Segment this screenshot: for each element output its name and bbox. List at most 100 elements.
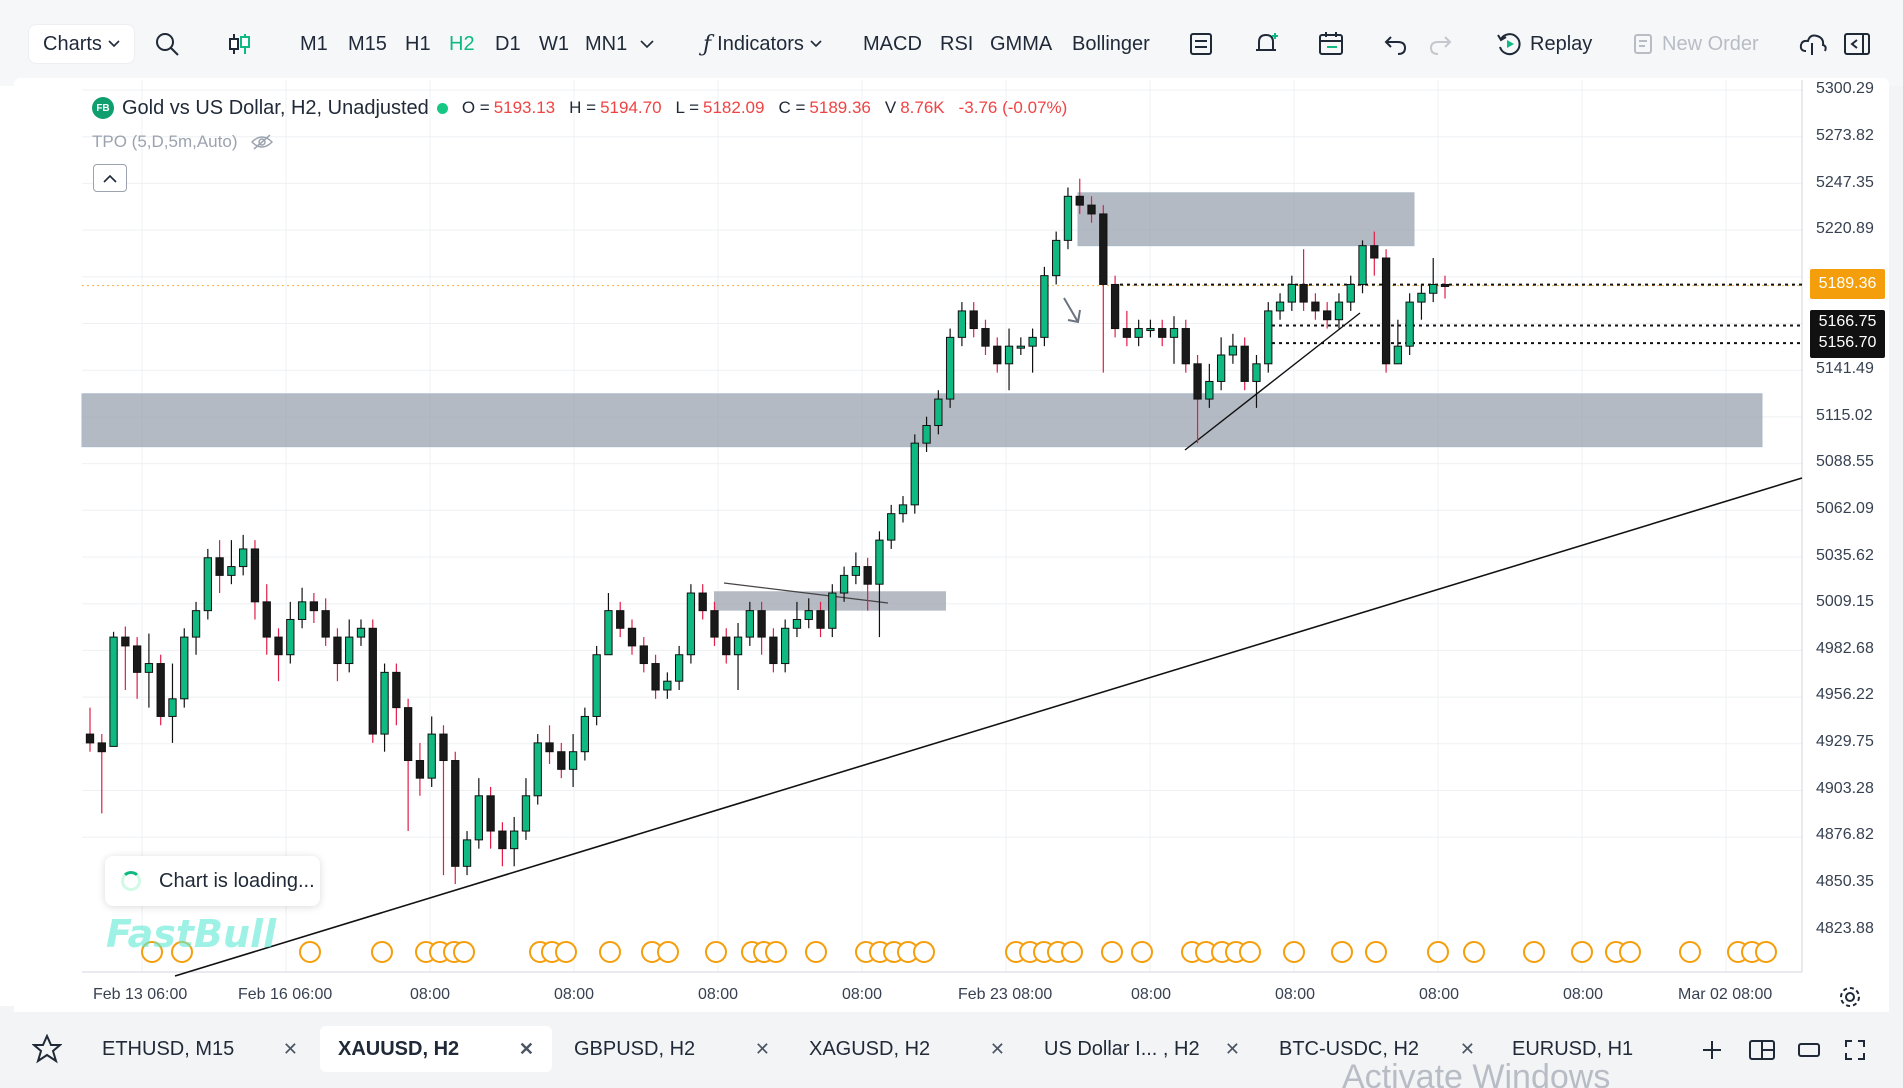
timeframe-h1[interactable]: H1 xyxy=(405,24,431,64)
symbol-tab[interactable]: XAGUSD, H2 ✕ xyxy=(791,1026,1023,1072)
time-tick: Feb 13 06:00 xyxy=(93,986,188,1003)
close-tab-icon[interactable]: ✕ xyxy=(989,1038,1005,1059)
layout-button[interactable] xyxy=(1748,1038,1776,1067)
candle-body xyxy=(698,592,707,612)
close-tab-icon[interactable]: ✕ xyxy=(282,1038,298,1059)
candle-body xyxy=(1146,328,1155,332)
cloud-sync-button[interactable] xyxy=(1798,24,1828,64)
charts-menu-button[interactable]: Charts xyxy=(28,24,135,64)
symbol-title[interactable]: Gold vs US Dollar, H2, Unadjusted xyxy=(122,96,429,119)
timeframe-d1[interactable]: D1 xyxy=(495,24,521,64)
timeframe-mn1[interactable]: MN1 xyxy=(585,24,627,64)
symbol-tab[interactable]: ETHUSD, M15 ✕ xyxy=(84,1026,316,1072)
redo-button[interactable] xyxy=(1427,24,1453,64)
close-tab-icon[interactable]: ✕ xyxy=(1459,1038,1475,1059)
candle-body xyxy=(121,636,130,647)
candle-body xyxy=(403,707,413,762)
candle-body xyxy=(109,636,118,747)
candle-body xyxy=(1193,363,1202,400)
symbol-tab[interactable]: BTC-USDC, H2 ✕ xyxy=(1261,1026,1493,1072)
indicator-macd-button[interactable]: MACD xyxy=(863,24,922,64)
level-badge: 5156.70 xyxy=(1810,328,1885,358)
candle-body xyxy=(722,636,731,656)
replay-button[interactable]: Replay xyxy=(1496,24,1592,64)
candle-body xyxy=(203,557,212,612)
candle-body xyxy=(1429,283,1438,294)
timeframe-w1[interactable]: W1 xyxy=(539,24,569,64)
price-tick: 5273.82 xyxy=(1816,127,1874,144)
chart-type-button[interactable] xyxy=(226,24,252,64)
symbol-tab-active[interactable]: XAUUSD, H2 ✕ xyxy=(320,1026,552,1072)
candle-body xyxy=(851,566,861,576)
time-tick: Feb 23 08:00 xyxy=(958,986,1053,1003)
template-icon xyxy=(1188,31,1214,57)
candle-body xyxy=(969,310,978,330)
candle-body xyxy=(1287,283,1296,303)
window-button[interactable] xyxy=(1796,1038,1822,1067)
undo-button[interactable] xyxy=(1383,24,1409,64)
candle-body xyxy=(368,627,377,735)
tab-label: BTC-USDC, H2 xyxy=(1279,1037,1420,1060)
alert-button[interactable] xyxy=(1253,24,1281,64)
calendar-button[interactable] xyxy=(1317,24,1345,64)
favorites-button[interactable] xyxy=(32,1034,62,1069)
candle-body xyxy=(1311,301,1320,312)
timeframe-m15[interactable]: M15 xyxy=(348,24,387,64)
timeframe-h2[interactable]: H2 xyxy=(449,24,475,64)
candle-body xyxy=(1346,283,1355,303)
candle-body xyxy=(392,671,401,709)
indicators-button[interactable]: ƒ Indicators xyxy=(703,24,822,64)
candle-body xyxy=(321,610,330,638)
candle-body xyxy=(191,610,201,638)
price-tick: 5115.02 xyxy=(1816,407,1873,424)
chart-legend: FB Gold vs US Dollar, H2, Unadjusted O =… xyxy=(92,96,1081,120)
panel-toggle-button[interactable] xyxy=(1843,24,1871,64)
chart-settings-button[interactable] xyxy=(1838,985,1862,1009)
event-marker-icon xyxy=(1283,941,1305,963)
indicator-rsi-button[interactable]: RSI xyxy=(940,24,973,64)
candle-body xyxy=(934,398,943,427)
symbol-tab[interactable]: EURUSD, H1 xyxy=(1494,1026,1694,1072)
timeframe-m1[interactable]: M1 xyxy=(300,24,328,64)
timeframe-more-button[interactable] xyxy=(640,24,654,64)
candle-body xyxy=(462,839,472,867)
templates-button[interactable] xyxy=(1188,24,1214,64)
candle-body xyxy=(533,742,542,797)
tpo-indicator-label[interactable]: TPO (5,D,5m,Auto) xyxy=(92,132,274,152)
eye-off-icon[interactable] xyxy=(251,134,274,150)
add-tab-button[interactable] xyxy=(1700,1038,1724,1067)
indicator-gmma-button[interactable]: GMMA xyxy=(990,24,1052,64)
search-button[interactable] xyxy=(154,24,180,64)
candle-body xyxy=(1440,283,1450,287)
candle-body xyxy=(1122,328,1132,338)
close-tab-icon[interactable]: ✕ xyxy=(754,1038,770,1059)
price-chart[interactable] xyxy=(0,0,1903,1012)
fullscreen-button[interactable] xyxy=(1843,1038,1867,1067)
collapse-legend-button[interactable] xyxy=(93,164,127,192)
timeframe-label: D1 xyxy=(495,32,521,55)
event-marker-icon xyxy=(1131,941,1153,963)
symbol-tab[interactable]: US Dollar I... , H2 ✕ xyxy=(1026,1026,1258,1072)
high-key: H = xyxy=(569,98,597,117)
candle-body xyxy=(875,539,884,585)
open-value: 5193.13 xyxy=(493,98,556,117)
close-tab-icon[interactable]: ✕ xyxy=(1224,1038,1240,1059)
timeframe-label: M15 xyxy=(348,32,387,55)
event-marker-icon xyxy=(1101,941,1123,963)
candle-body xyxy=(580,715,590,753)
time-tick: 08:00 xyxy=(842,986,883,1003)
indicator-label: GMMA xyxy=(990,32,1053,55)
candle-body xyxy=(439,733,448,762)
new-order-button[interactable]: New Order xyxy=(1632,24,1759,64)
candle-body xyxy=(1370,245,1379,259)
indicator-bollinger-button[interactable]: Bollinger xyxy=(1072,24,1150,64)
close-tab-icon[interactable]: ✕ xyxy=(518,1038,534,1059)
cloud-icon xyxy=(1798,31,1828,57)
candle-body xyxy=(380,671,389,735)
symbol-tab[interactable]: GBPUSD, H2 ✕ xyxy=(556,1026,788,1072)
chart-panel[interactable] xyxy=(14,78,1889,1022)
event-marker-icon xyxy=(805,941,827,963)
tab-label: XAUUSD, H2 xyxy=(338,1037,460,1060)
charts-menu-label: Charts xyxy=(43,32,102,55)
candle-body xyxy=(356,627,366,638)
